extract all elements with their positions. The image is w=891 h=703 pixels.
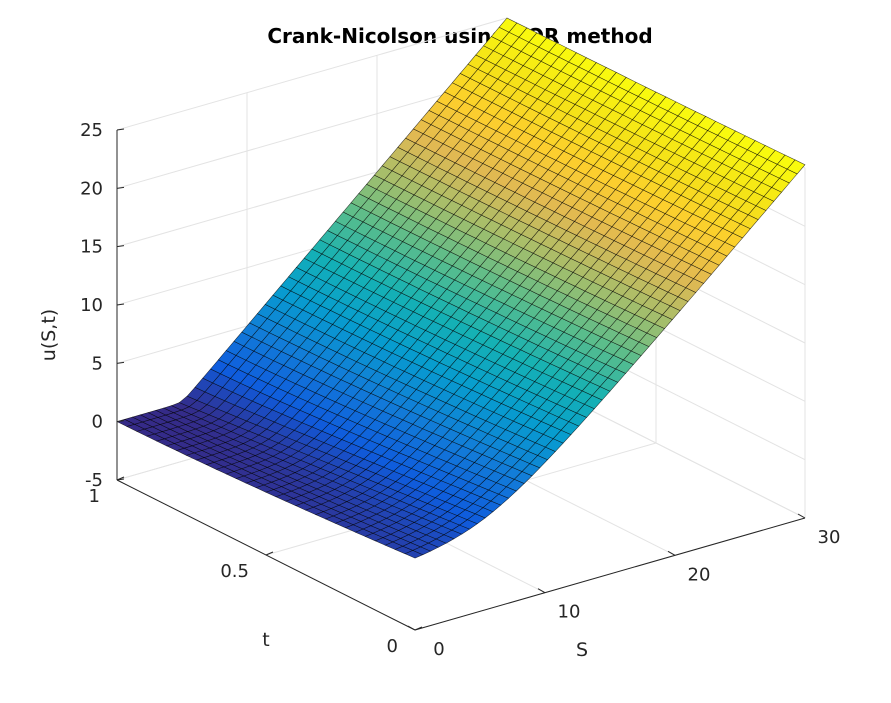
x-tick-label: 10 (558, 602, 581, 623)
x-tick-mark (407, 625, 416, 631)
y-tick-label: 0 (387, 636, 398, 657)
y-tick-mark (414, 626, 423, 631)
x-axis-label: S (576, 639, 588, 661)
y-tick-label: 0.5 (220, 561, 249, 582)
y-tick-mark (265, 551, 274, 556)
z-tick-mark (116, 245, 125, 248)
x-tick-label: 0 (433, 639, 444, 660)
z-tick-mark (116, 128, 125, 131)
axis-ticks: -5 0 5 10 15 20 25 0 10 20 30 0 0.5 1 (80, 120, 840, 660)
y-tick-label: 1 (89, 486, 100, 507)
x-axis-line (414, 517, 806, 631)
y-axis-label: t (262, 629, 269, 651)
surface-plot (116, 17, 806, 559)
x-tick-label: 30 (818, 527, 841, 548)
z-tick-label: 5 (92, 353, 103, 374)
z-axis-label: u(S,t) (38, 309, 60, 361)
z-tick-label: 0 (92, 412, 103, 433)
x-tick-mark (797, 513, 806, 519)
z-tick-label: -5 (85, 470, 103, 491)
z-tick-mark (116, 186, 125, 189)
z-tick-mark (116, 420, 125, 423)
x-tick-label: 20 (688, 564, 711, 585)
y-tick-mark (116, 476, 125, 481)
z-tick-label: 10 (80, 295, 103, 316)
z-tick-mark (116, 361, 125, 364)
chart-title: Crank-Nicolson using SOR method (267, 24, 652, 48)
x-tick-mark (537, 588, 546, 594)
surface-patch (786, 159, 806, 175)
z-tick-label: 20 (80, 178, 103, 199)
x-tick-mark (667, 550, 676, 556)
z-tick-label: 25 (80, 120, 103, 141)
z-tick-mark (116, 303, 125, 306)
grid-line (116, 17, 508, 131)
z-tick-label: 15 (80, 237, 103, 258)
